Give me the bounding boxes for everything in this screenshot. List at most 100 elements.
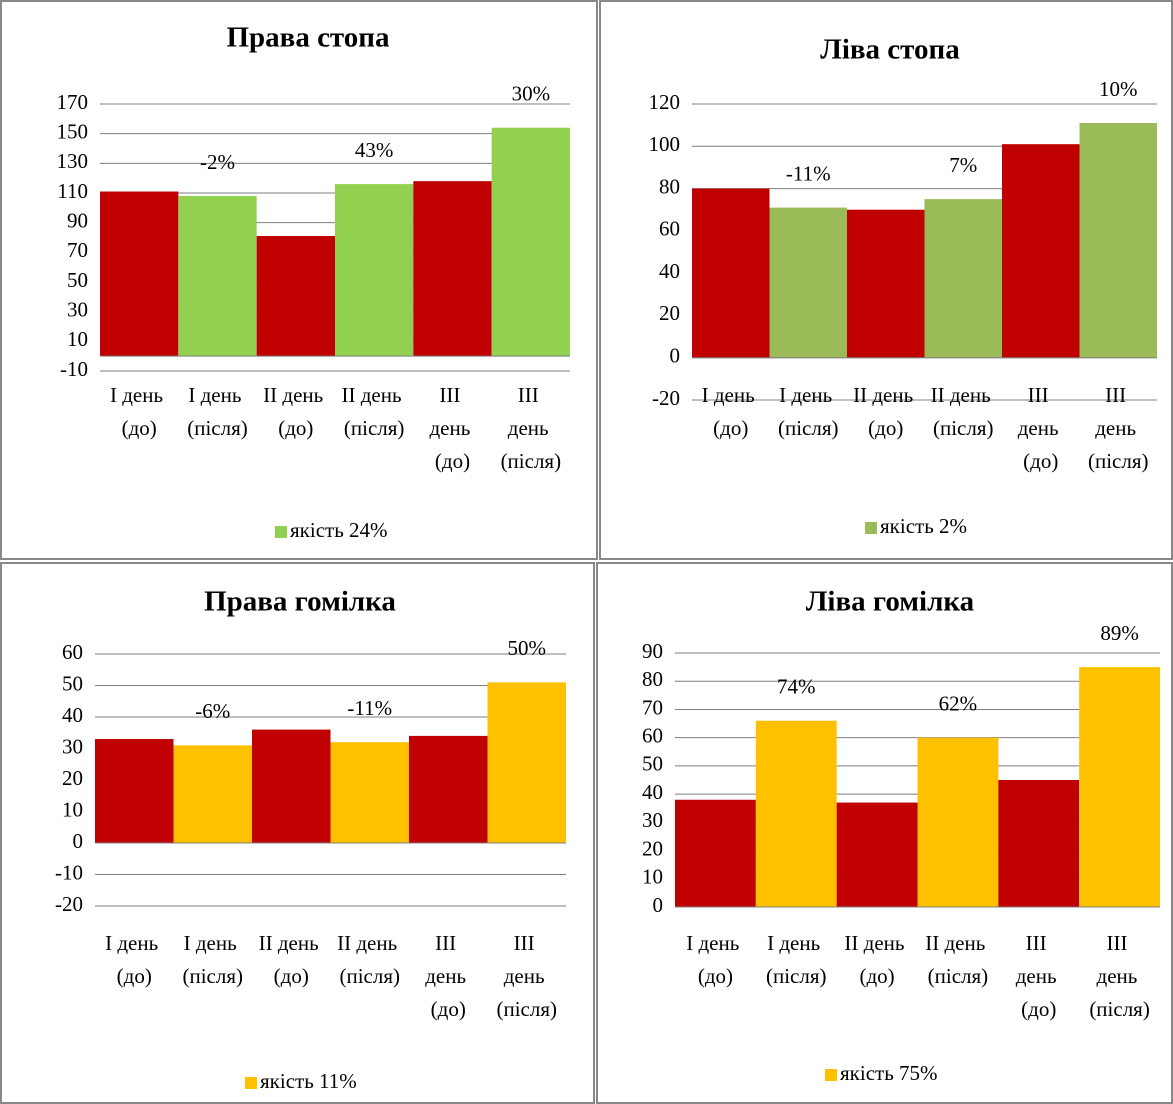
bar bbox=[173, 745, 252, 843]
annotation: 74% bbox=[777, 675, 816, 699]
y-tick-label: 60 bbox=[642, 723, 663, 747]
y-tick-label: 80 bbox=[659, 174, 680, 198]
bar bbox=[847, 209, 925, 358]
bar bbox=[491, 127, 570, 357]
annotation: -2% bbox=[200, 150, 235, 174]
y-tick-label: 120 bbox=[649, 90, 681, 114]
annotation: 10% bbox=[1099, 77, 1138, 101]
bar bbox=[100, 191, 179, 357]
bar bbox=[487, 682, 566, 843]
annotation: 30% bbox=[512, 82, 551, 106]
y-tick-label: -20 bbox=[652, 386, 680, 410]
panel bbox=[596, 562, 1173, 1104]
bar bbox=[998, 780, 1080, 907]
y-tick-label: 50 bbox=[67, 268, 88, 292]
bar bbox=[335, 184, 414, 357]
x-tick-label: I день (після) bbox=[766, 931, 827, 988]
y-tick-label: 60 bbox=[62, 640, 83, 664]
y-tick-label: 0 bbox=[653, 893, 664, 917]
annotation: 89% bbox=[1100, 621, 1139, 645]
y-tick-label: 30 bbox=[62, 734, 83, 758]
x-tick-label: II день (до) bbox=[853, 383, 918, 440]
bar bbox=[252, 729, 331, 843]
annotation: 43% bbox=[355, 138, 394, 162]
y-tick-label: 110 bbox=[57, 179, 88, 203]
y-tick-label: 10 bbox=[642, 865, 663, 889]
y-tick-label: 40 bbox=[62, 703, 83, 727]
bar bbox=[413, 181, 492, 357]
bar bbox=[917, 737, 999, 907]
x-tick-label: I день (до) bbox=[105, 931, 163, 988]
x-tick-label: II день (після) bbox=[925, 931, 990, 988]
legend-swatch bbox=[275, 526, 287, 538]
bar bbox=[692, 188, 770, 358]
y-tick-label: 40 bbox=[659, 259, 680, 283]
legend-swatch bbox=[865, 522, 877, 534]
y-tick-label: -10 bbox=[60, 357, 88, 381]
x-tick-label: II день (після) bbox=[931, 383, 996, 440]
y-tick-label: 30 bbox=[642, 808, 663, 832]
chart-title: Ліва гомілка bbox=[806, 586, 975, 618]
x-tick-label: II день (до) bbox=[263, 383, 328, 440]
panel bbox=[599, 0, 1173, 560]
y-tick-label: 80 bbox=[642, 667, 663, 691]
y-tick-label: 60 bbox=[659, 217, 680, 241]
x-tick-label: III день (після) bbox=[1088, 383, 1149, 473]
y-tick-label: 90 bbox=[642, 639, 663, 663]
legend-label: якість 2% bbox=[880, 514, 967, 538]
y-tick-label: 10 bbox=[67, 327, 88, 351]
y-tick-label: 20 bbox=[62, 766, 83, 790]
y-tick-label: 100 bbox=[649, 132, 681, 156]
legend-swatch bbox=[245, 1077, 257, 1089]
x-tick-label: I день (після) bbox=[187, 383, 248, 440]
legend-label: якість 11% bbox=[260, 1069, 357, 1093]
y-tick-label: 150 bbox=[57, 119, 89, 143]
y-tick-label: 130 bbox=[57, 149, 89, 173]
bar bbox=[755, 720, 837, 907]
bar bbox=[675, 799, 756, 907]
y-tick-label: -10 bbox=[55, 860, 83, 884]
legend-label: якість 75% bbox=[840, 1061, 938, 1085]
x-tick-label: III день (до) bbox=[425, 931, 471, 1021]
y-tick-label: 20 bbox=[659, 301, 680, 325]
chart-title: Ліва стопа bbox=[820, 34, 960, 66]
chart-title: Права стопа bbox=[226, 22, 390, 54]
panel bbox=[0, 0, 598, 560]
annotation: -6% bbox=[195, 699, 230, 723]
x-tick-label: I день (після) bbox=[182, 931, 243, 988]
y-tick-label: 50 bbox=[62, 671, 83, 695]
y-tick-label: 0 bbox=[670, 344, 681, 368]
x-tick-label: II день (до) bbox=[259, 931, 324, 988]
x-tick-label: III день (після) bbox=[496, 931, 557, 1021]
x-tick-label: II день (після) bbox=[342, 383, 407, 440]
bar bbox=[256, 236, 335, 357]
x-tick-label: III день (після) bbox=[501, 383, 562, 473]
bar bbox=[1002, 144, 1080, 358]
bar bbox=[330, 742, 409, 843]
panel bbox=[0, 562, 595, 1104]
y-tick-label: 70 bbox=[67, 238, 88, 262]
chart-title: Права гомілка bbox=[204, 586, 396, 618]
annotation: -11% bbox=[786, 161, 831, 185]
y-tick-label: 40 bbox=[642, 780, 663, 804]
legend-swatch bbox=[825, 1069, 837, 1081]
y-tick-label: 0 bbox=[73, 829, 84, 853]
bar bbox=[769, 207, 847, 358]
y-tick-label: 20 bbox=[642, 836, 663, 860]
bar bbox=[924, 199, 1002, 358]
y-tick-label: 70 bbox=[642, 695, 663, 719]
x-tick-label: II день (до) bbox=[844, 931, 909, 988]
bar bbox=[1079, 123, 1157, 358]
annotation: 62% bbox=[939, 691, 978, 715]
y-tick-label: 10 bbox=[62, 797, 83, 821]
legend-label: якість 24% bbox=[290, 518, 388, 542]
x-tick-label: III день (до) bbox=[1016, 931, 1062, 1021]
bar bbox=[95, 739, 174, 843]
x-tick-label: I день (після) bbox=[778, 383, 839, 440]
x-tick-label: II день (після) bbox=[337, 931, 402, 988]
bar bbox=[1079, 667, 1160, 907]
x-tick-label: I день (до) bbox=[686, 931, 744, 988]
y-tick-label: 170 bbox=[57, 90, 89, 114]
annotation: 50% bbox=[508, 636, 547, 660]
